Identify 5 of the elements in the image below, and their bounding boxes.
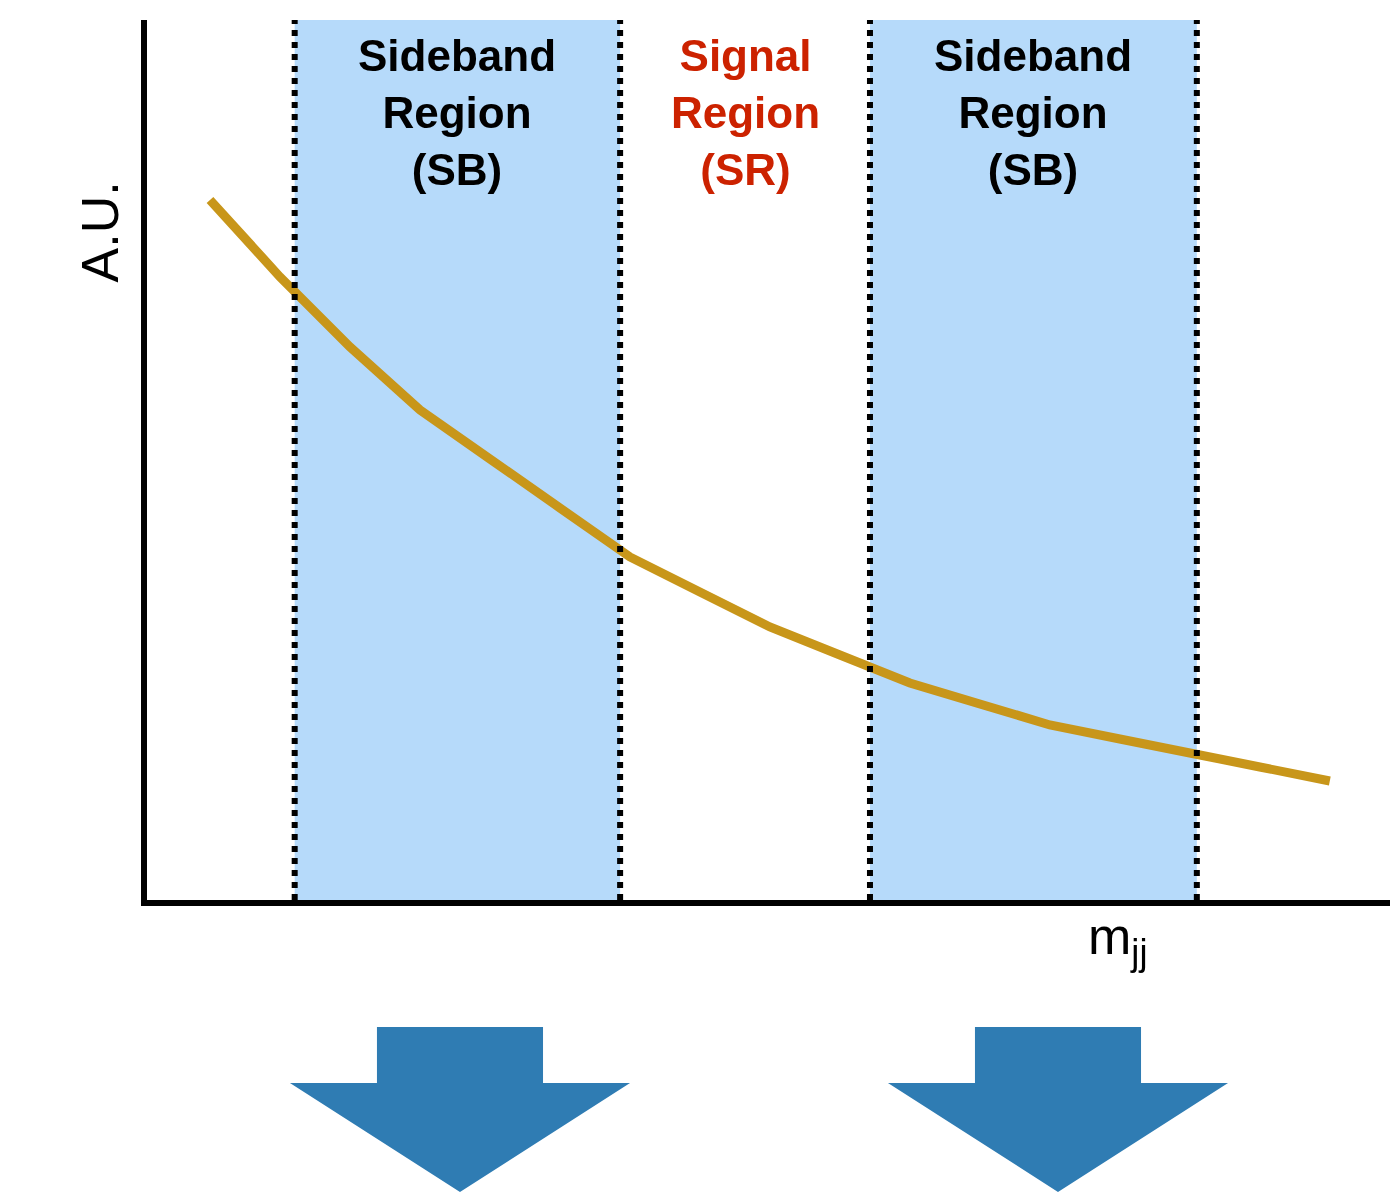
text: Sideband Region (SB) — [934, 31, 1133, 195]
text: Sideband Region (SB) — [358, 31, 557, 195]
y-axis-title: A.U. — [70, 181, 129, 283]
x-axis-title: m$_{jj}$ — [1088, 907, 1148, 973]
text: Signal Region (SR) — [671, 31, 821, 195]
